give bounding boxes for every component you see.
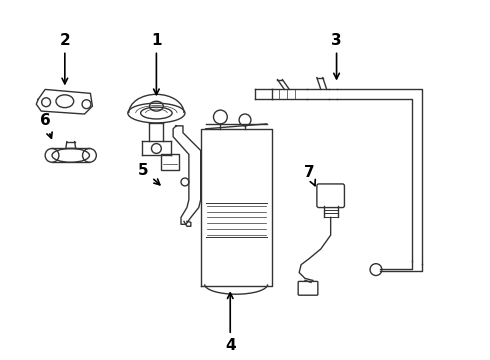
Text: 6: 6 [40,113,52,138]
Text: 7: 7 [304,165,315,186]
Text: 3: 3 [331,33,342,79]
Text: 2: 2 [59,33,70,84]
Text: 1: 1 [151,33,162,95]
Text: 4: 4 [225,293,236,353]
Text: 5: 5 [138,163,160,185]
